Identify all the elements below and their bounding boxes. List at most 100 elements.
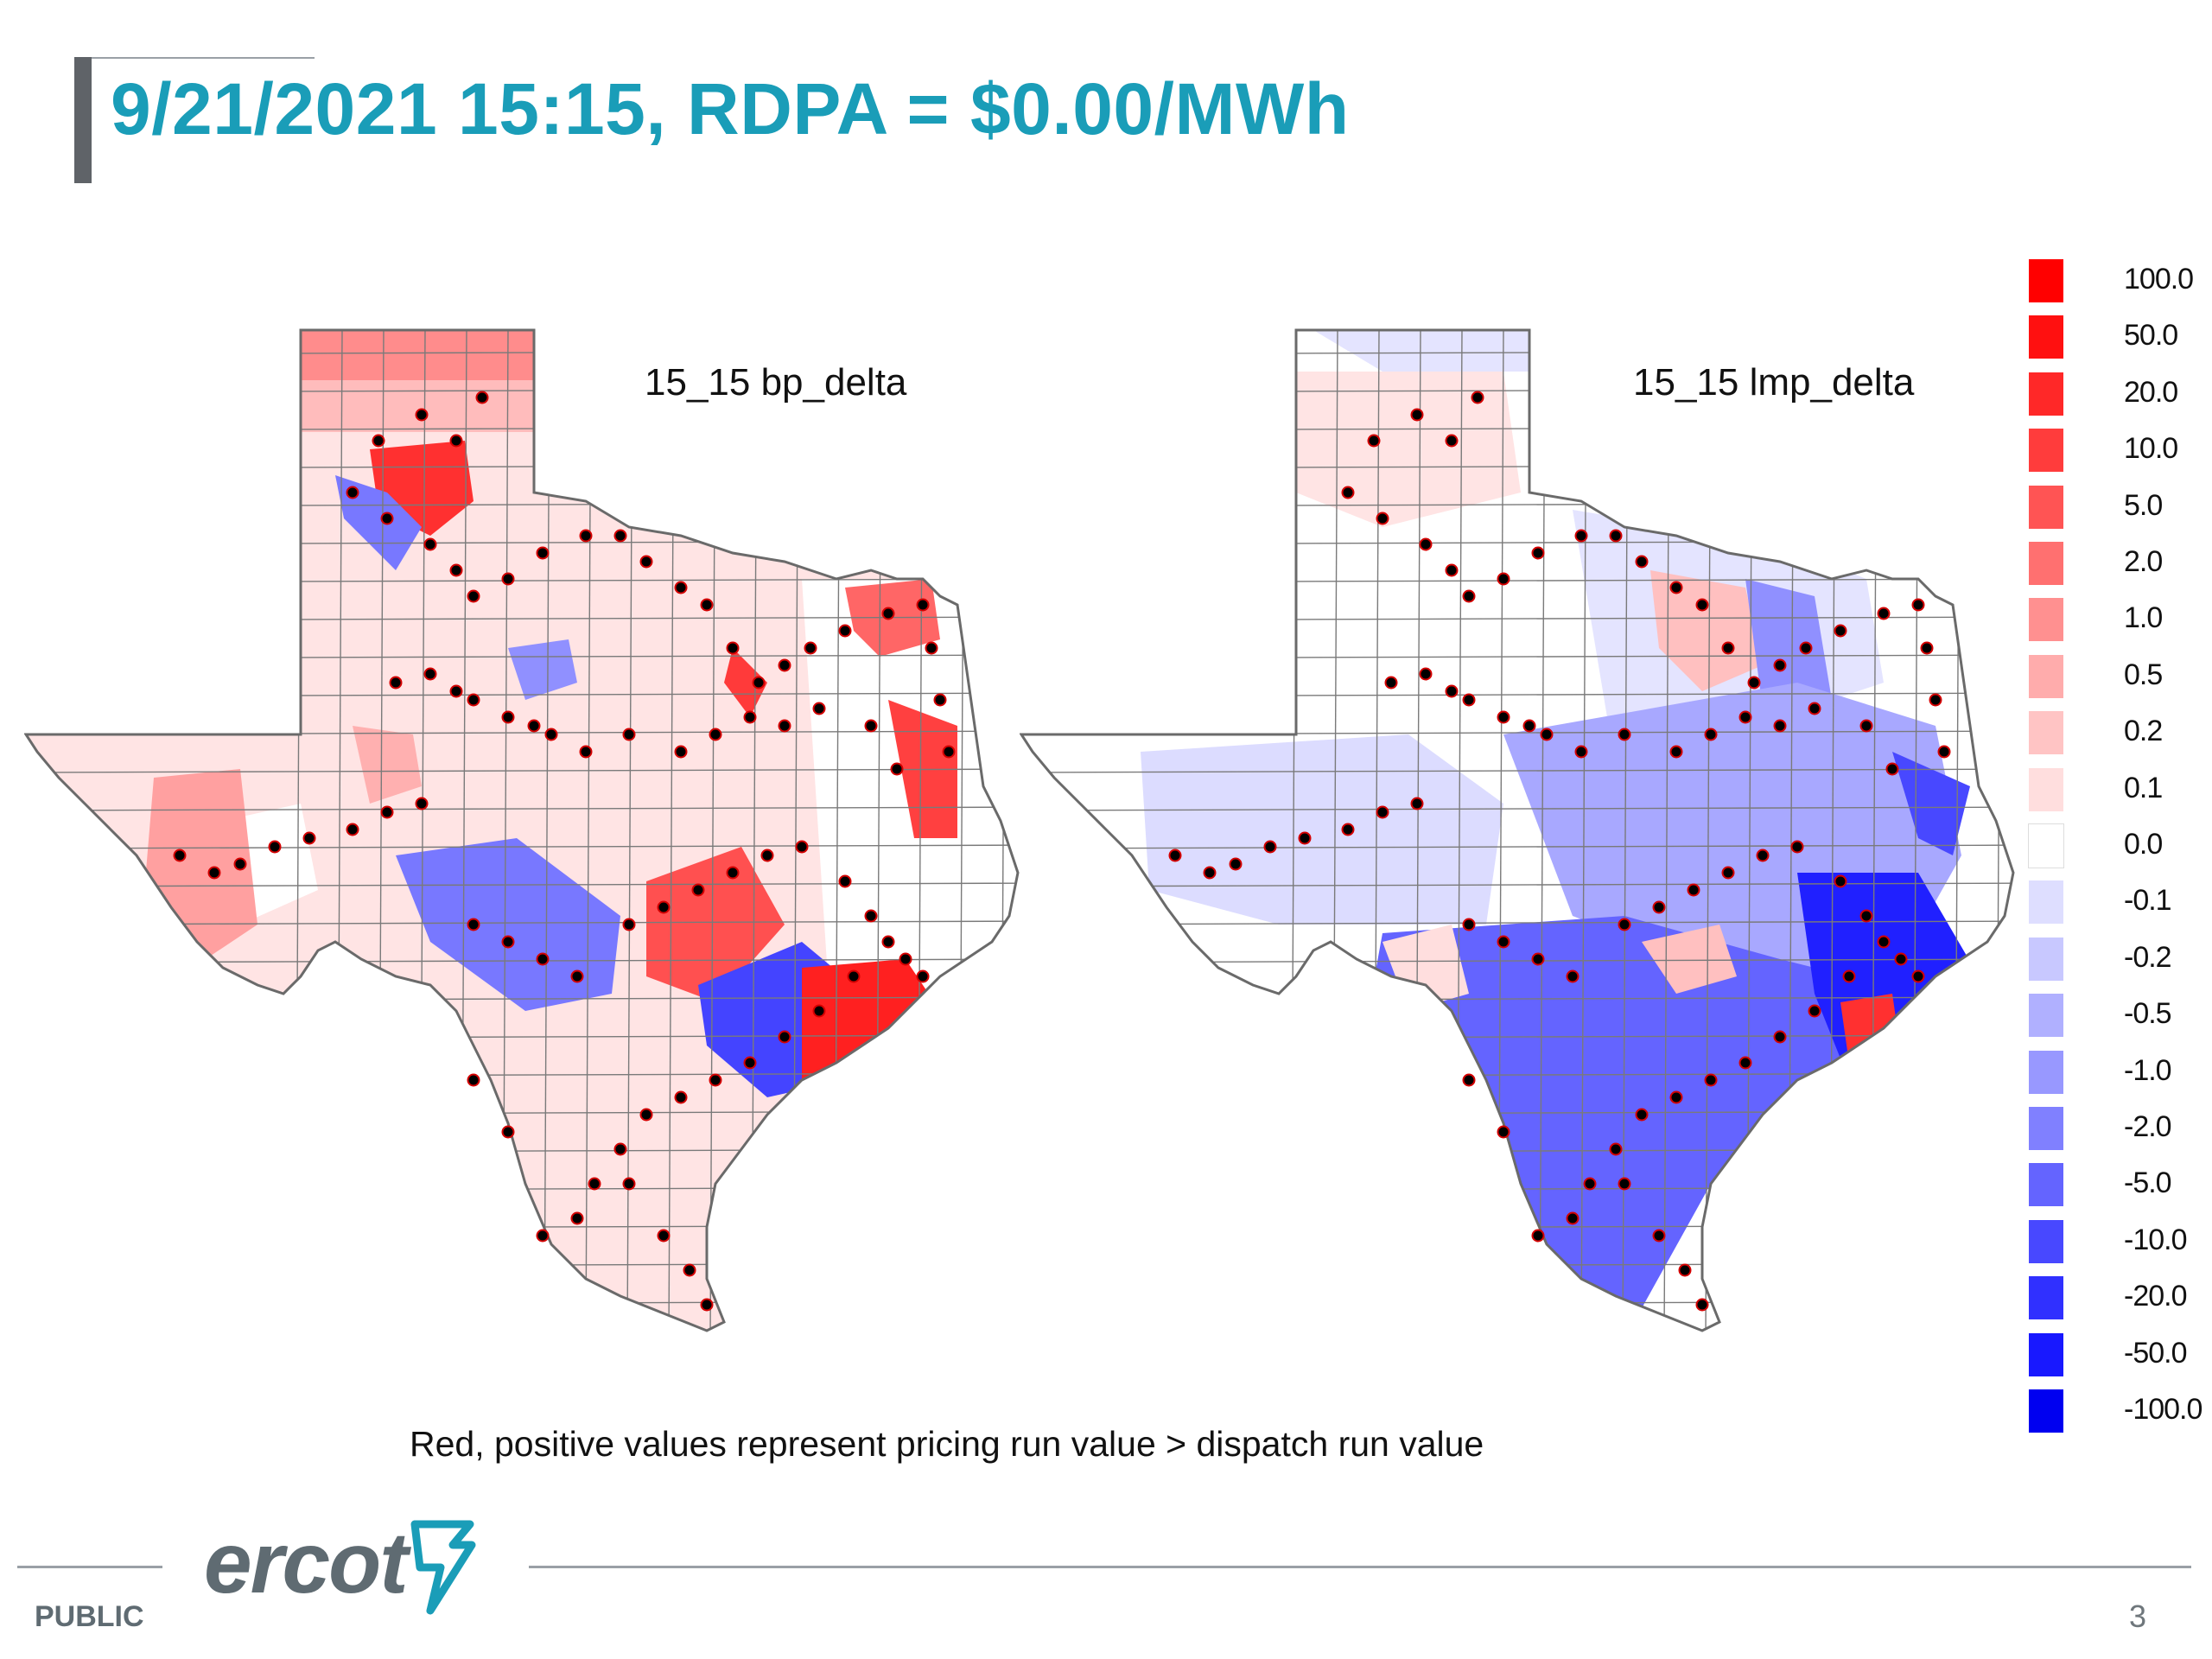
resource-marker xyxy=(613,1142,627,1156)
resource-marker xyxy=(1695,598,1709,612)
county-boundary xyxy=(1021,464,2013,469)
resource-marker xyxy=(804,641,817,655)
resource-marker xyxy=(1929,693,1942,707)
resource-marker xyxy=(1574,529,1588,543)
resource-marker xyxy=(1911,969,1925,983)
county-boundary xyxy=(1539,330,1546,1331)
resource-marker xyxy=(1669,745,1683,759)
county-boundary xyxy=(26,882,1018,887)
resource-marker xyxy=(639,555,653,569)
resource-marker xyxy=(1376,805,1389,819)
resource-marker xyxy=(1937,745,1951,759)
resource-marker xyxy=(1445,684,1459,698)
legend-swatch xyxy=(2029,315,2063,359)
legend-swatch xyxy=(2029,654,2063,698)
county-boundary xyxy=(26,768,1018,773)
resource-marker xyxy=(449,434,463,448)
resource-marker xyxy=(346,486,359,499)
legend-swatch xyxy=(2029,372,2063,416)
resource-marker xyxy=(1609,529,1623,543)
hot-region-dfw xyxy=(724,648,767,717)
legend-swatch xyxy=(2029,1389,2063,1433)
resource-marker xyxy=(1859,719,1873,733)
cool-region-central-north xyxy=(508,639,577,700)
resource-marker xyxy=(173,849,187,862)
resource-marker xyxy=(380,512,394,525)
legend-label: -10.0 xyxy=(2124,1223,2187,1256)
resource-marker xyxy=(1540,728,1554,741)
resource-marker xyxy=(881,935,895,949)
county-boundary xyxy=(26,1300,1018,1306)
county-boundary xyxy=(26,464,1018,469)
legend-swatch xyxy=(2029,994,2063,1038)
resource-marker xyxy=(1341,486,1355,499)
resource-marker xyxy=(1834,874,1847,888)
resource-marker xyxy=(674,745,688,759)
cool-region-panhandle xyxy=(1296,330,1555,372)
resource-marker xyxy=(423,537,437,551)
legend-item: -50.0 xyxy=(2022,1330,2212,1387)
resource-marker xyxy=(743,710,757,724)
legend-item: -100.0 xyxy=(2022,1386,2212,1443)
resource-marker xyxy=(536,952,550,966)
legend-label: -5.0 xyxy=(2124,1166,2172,1200)
county-boundary xyxy=(1021,1262,2013,1268)
resource-marker xyxy=(1652,1229,1666,1243)
legend-item: 100.0 xyxy=(2022,256,2212,313)
resource-marker xyxy=(743,1056,757,1070)
county-boundary xyxy=(1021,350,2013,355)
resource-marker xyxy=(372,434,385,448)
resource-marker xyxy=(622,1177,636,1191)
resource-marker xyxy=(1462,693,1476,707)
resource-marker xyxy=(1298,831,1312,845)
legend-label: 10.0 xyxy=(2124,432,2178,466)
county-boundary xyxy=(1021,1224,2013,1230)
resource-marker xyxy=(778,1030,791,1044)
resource-markers xyxy=(173,391,956,1312)
resource-marker xyxy=(700,598,714,612)
resource-marker xyxy=(467,693,480,707)
cool-region-west-central xyxy=(396,838,620,1011)
resource-marker xyxy=(1747,676,1761,690)
resource-marker xyxy=(1445,434,1459,448)
legend-item: -0.5 xyxy=(2022,990,2212,1047)
resource-marker xyxy=(1410,797,1424,810)
legend-item: 10.0 xyxy=(2022,425,2212,482)
page-number: 3 xyxy=(2129,1599,2147,1634)
resource-marker xyxy=(501,935,515,949)
legend-swatch xyxy=(2029,880,2063,925)
resource-marker xyxy=(1790,840,1804,854)
resource-marker xyxy=(1522,719,1536,733)
resource-marker xyxy=(899,952,912,966)
cool-region-north xyxy=(335,475,422,570)
resource-marker xyxy=(709,1073,722,1087)
resource-marker xyxy=(1704,728,1718,741)
resource-markers xyxy=(1168,391,1951,1312)
resource-marker xyxy=(1410,408,1424,422)
resource-marker xyxy=(346,823,359,836)
legend-swatch xyxy=(2029,542,2063,585)
legend-label: -0.5 xyxy=(2124,997,2172,1031)
resource-marker xyxy=(1738,710,1752,724)
slide-title: 9/21/2021 15:15, RDPA = $0.00/MWh xyxy=(111,68,1350,149)
legend-swatch xyxy=(2029,485,2063,529)
legend-label: -50.0 xyxy=(2124,1336,2187,1370)
legend-item: 0.2 xyxy=(2022,708,2212,765)
county-boundary xyxy=(26,1262,1018,1268)
county-boundary xyxy=(26,1224,1018,1230)
county-boundary xyxy=(1021,426,2013,431)
legend-label: -2.0 xyxy=(2124,1110,2172,1143)
resource-marker xyxy=(1471,391,1484,404)
resource-marker xyxy=(302,831,316,845)
resource-marker xyxy=(1834,624,1847,638)
resource-marker xyxy=(812,702,826,715)
legend-label: 20.0 xyxy=(2124,375,2178,409)
resource-marker xyxy=(1652,900,1666,914)
legend-swatch xyxy=(2029,1107,2063,1150)
classification-label: PUBLIC xyxy=(35,1600,144,1633)
resource-marker xyxy=(1842,969,1856,983)
warm-region-panhandle xyxy=(301,380,551,432)
resource-marker xyxy=(1203,866,1217,880)
resource-marker xyxy=(1920,641,1934,655)
resource-marker xyxy=(1566,969,1580,983)
